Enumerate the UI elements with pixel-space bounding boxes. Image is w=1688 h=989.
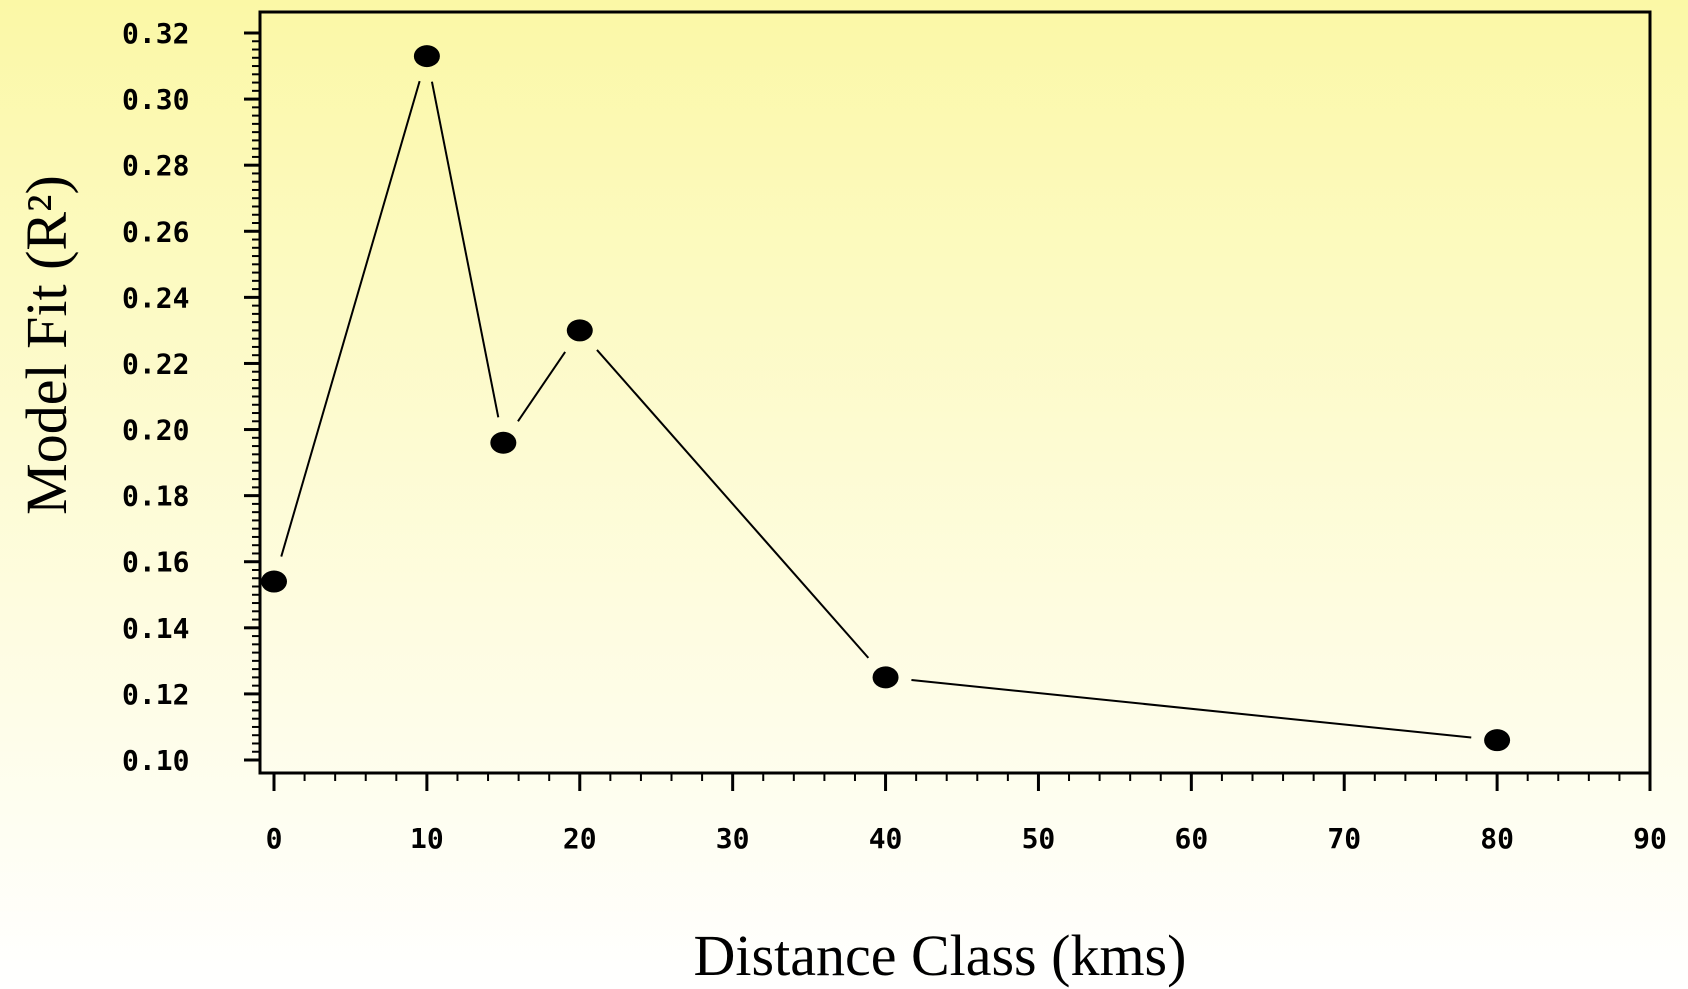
x-tick-label: 80	[1480, 822, 1514, 855]
x-tick-label: 70	[1327, 822, 1361, 855]
series-line-segment	[517, 351, 566, 422]
series-line-segment	[430, 81, 500, 418]
y-tick-label: 0.16	[122, 546, 189, 579]
x-axis-title: Distance Class (kms)	[694, 923, 1187, 988]
y-tick-label: 0.22	[122, 347, 189, 380]
data-point	[490, 431, 517, 454]
x-tick-label: 50	[1022, 822, 1056, 855]
x-tick-label: 60	[1174, 822, 1208, 855]
x-tick-label: 30	[716, 822, 750, 855]
y-tick-label: 0.30	[122, 83, 189, 116]
y-tick-label: 0.14	[122, 612, 189, 645]
data-point	[261, 570, 287, 593]
y-tick-labels: 0.10 0.12 0.14 0.16 0.18 0.20 0.22 0.24 0.26 0.28…	[122, 17, 189, 777]
x-tick-label: 10	[410, 822, 444, 855]
x-tick-label: 90	[1633, 822, 1667, 855]
major-ticks	[244, 31, 1652, 791]
minor-ticks	[252, 32, 1651, 781]
series-line-segment	[911, 679, 1472, 739]
y-tick-label: 0.20	[122, 414, 189, 447]
data-point	[872, 666, 899, 689]
series-points	[261, 45, 1511, 752]
data-point	[413, 45, 440, 68]
y-tick-label: 0.18	[122, 480, 189, 513]
x-tick-label: 0	[266, 822, 283, 855]
x-tick-label: 20	[563, 822, 597, 855]
y-tick-label: 0.28	[122, 149, 189, 182]
y-tick-label: 0.24	[122, 281, 189, 314]
series-line-segment	[596, 349, 870, 659]
y-tick-label: 0.32	[122, 17, 189, 50]
data-point	[566, 319, 593, 342]
y-tick-label: 0.12	[122, 678, 189, 711]
series-line-segment	[280, 80, 421, 557]
y-tick-label: 0.26	[122, 215, 189, 248]
plot-frame	[258, 10, 1652, 775]
data-point	[1484, 729, 1511, 752]
x-tick-label: 40	[869, 822, 903, 855]
x-tick-labels: 0 10 20 30 40 50 60 70 80 90	[266, 822, 1667, 855]
y-tick-label: 0.10	[122, 744, 189, 777]
y-axis-title: Model Fit (R²)	[14, 175, 79, 515]
series-lines	[280, 80, 1472, 739]
